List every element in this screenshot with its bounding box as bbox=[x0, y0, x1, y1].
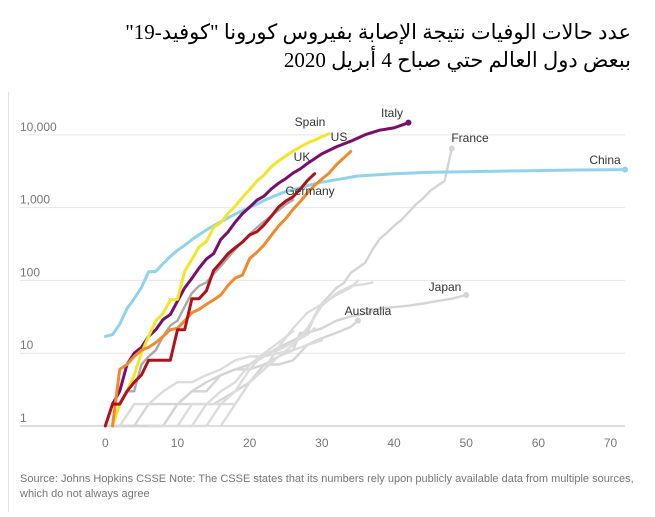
series-line-france bbox=[104, 147, 453, 428]
x-tick-label: 70 bbox=[604, 436, 618, 450]
series-label-china: China bbox=[589, 153, 621, 167]
series-end-marker-australia bbox=[354, 317, 361, 324]
series-label-japan: Japan bbox=[429, 280, 462, 294]
series-line-japan bbox=[104, 293, 468, 428]
series-end-marker-japan bbox=[463, 292, 470, 299]
series-line-italy bbox=[111, 121, 410, 406]
chart-title-line-1: عدد حالات الوفيات نتيجة الإصابة بفيروس ك… bbox=[125, 20, 631, 44]
series-label-australia: Australia bbox=[345, 304, 392, 318]
series-label-uk: UK bbox=[294, 150, 311, 164]
series-line-other-4 bbox=[219, 279, 360, 428]
series-end-marker-china bbox=[622, 166, 628, 173]
series-label-germany: Germany bbox=[285, 184, 334, 198]
y-tick-label: 1,000 bbox=[20, 193, 50, 207]
x-tick-label: 50 bbox=[460, 436, 474, 450]
series-line-other-5 bbox=[176, 330, 295, 428]
x-tick-label: 20 bbox=[243, 436, 257, 450]
series-label-us: US bbox=[331, 130, 348, 144]
series-line-germany bbox=[111, 198, 295, 406]
source-footnote: Source: Johns Hopkins CSSE Note: The CSS… bbox=[20, 473, 634, 500]
series-line-other-3 bbox=[190, 281, 374, 428]
x-tick-label: 60 bbox=[532, 436, 546, 450]
y-tick-label: 10,000 bbox=[20, 120, 57, 134]
x-tick-label: 10 bbox=[171, 436, 185, 450]
series-line-spain bbox=[111, 132, 331, 428]
x-tick-label: 40 bbox=[387, 436, 401, 450]
chart-title: عدد حالات الوفيات نتيجة الإصابة بفيروس ك… bbox=[31, 18, 631, 74]
series-end-marker-italy bbox=[405, 119, 412, 126]
series-label-italy: Italy bbox=[381, 106, 403, 120]
series-line-uk bbox=[103, 172, 317, 428]
axis-layer: 1 10 100 1,000 10,000 0 10 20 30 40 50 60 70 bbox=[20, 120, 618, 450]
x-tick-label: 30 bbox=[315, 436, 329, 450]
series-label-spain: Spain bbox=[295, 115, 326, 129]
series-line-other-1 bbox=[118, 339, 323, 428]
series-label-layer: China Italy Spain US UK Germany France Japan Aus… bbox=[285, 106, 621, 318]
chart-title-line-2: ببعض دول العالم حتي صباح 4 أبريل 2020 bbox=[283, 48, 631, 72]
y-tick-label: 10 bbox=[20, 338, 34, 352]
series-layer bbox=[103, 119, 628, 428]
y-tick-label: 1 bbox=[20, 411, 27, 425]
y-tick-label: 100 bbox=[20, 265, 40, 279]
series-label-france: France bbox=[451, 131, 489, 145]
series-line-china bbox=[103, 168, 627, 338]
x-tick-label: 0 bbox=[102, 436, 109, 450]
left-frame-rule bbox=[8, 92, 9, 512]
series-line-us bbox=[111, 149, 353, 428]
series-end-marker-france bbox=[448, 145, 455, 152]
